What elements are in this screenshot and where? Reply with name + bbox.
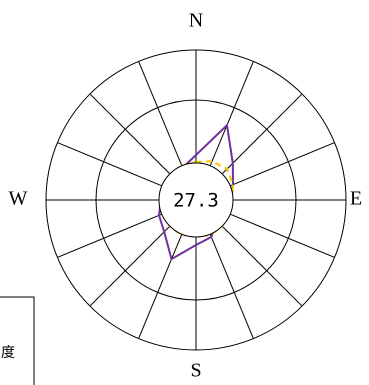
center-circle bbox=[158, 162, 234, 238]
spoke bbox=[229, 142, 335, 187]
spoke bbox=[209, 233, 254, 339]
spoke bbox=[57, 213, 163, 258]
spoke bbox=[138, 61, 183, 167]
spoke bbox=[221, 225, 303, 307]
legend-text: 度 bbox=[1, 345, 15, 361]
spoke bbox=[221, 93, 303, 175]
center-value: 27.3 bbox=[173, 190, 219, 212]
legend-box bbox=[0, 296, 35, 385]
spoke bbox=[138, 233, 183, 339]
spoke bbox=[57, 142, 163, 187]
spoke bbox=[209, 61, 254, 167]
spoke bbox=[89, 93, 171, 175]
direction-label: W bbox=[9, 188, 28, 210]
spoke bbox=[89, 225, 171, 307]
direction-label: S bbox=[190, 360, 201, 382]
direction-label: N bbox=[189, 10, 203, 32]
spoke bbox=[229, 213, 335, 258]
direction-label: E bbox=[350, 188, 362, 210]
